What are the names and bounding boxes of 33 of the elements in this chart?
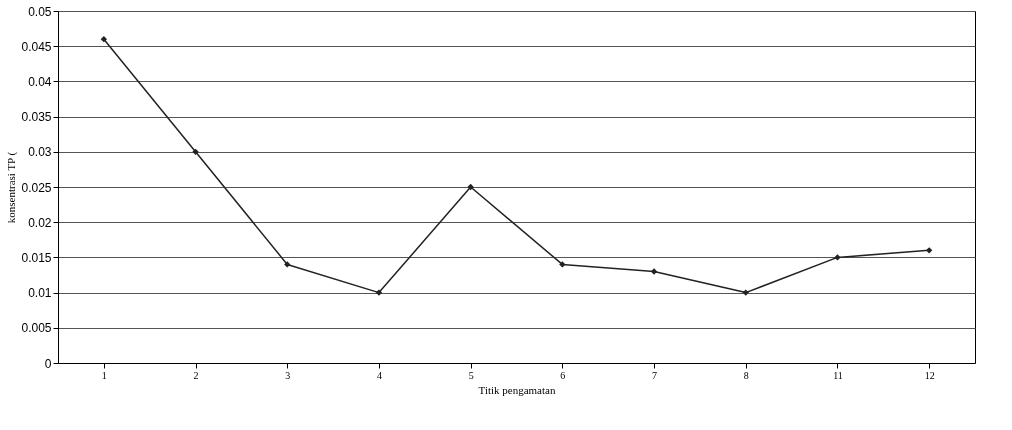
point [375, 289, 383, 296]
x-tick-label: 2 [193, 369, 199, 381]
y-tick-label: 0.025 [21, 180, 52, 195]
x-tick-label: 8 [743, 369, 749, 381]
x-tick-label: 11 [833, 369, 843, 381]
y-tick-label: 0.045 [21, 39, 52, 54]
y-tick-label: 0.01 [28, 286, 52, 301]
x-tick-label: 3 [285, 369, 291, 381]
point [834, 254, 841, 261]
point [650, 268, 658, 275]
y-axis-title: konsentrasi TP ( [5, 151, 19, 224]
x-axis-title: Titik pengamatan [478, 383, 556, 396]
y-tick-label: 0.02 [28, 215, 52, 230]
x-tick-label: 6 [560, 369, 566, 381]
x-tick-label: 1 [101, 369, 107, 381]
x-tick-label: 7 [652, 369, 658, 381]
y-tick-label: 0.03 [28, 145, 52, 160]
point [742, 289, 749, 296]
point [925, 247, 933, 254]
x-tick-label: 12 [924, 369, 935, 381]
y-tick-label: 0 [44, 356, 52, 371]
y-tick-label: 0.05 [28, 4, 52, 19]
y-tick-label: 0.035 [21, 110, 52, 125]
y-tick-label: 0.005 [21, 321, 52, 336]
point [284, 261, 291, 268]
point [192, 148, 199, 155]
x-tick-label: 5 [468, 369, 474, 381]
x-tick-label: 4 [376, 369, 382, 381]
point [100, 36, 108, 43]
y-tick-label: 0.04 [28, 74, 52, 89]
y-tick-label: 0.015 [21, 250, 52, 265]
point [559, 261, 566, 268]
point [467, 183, 474, 191]
